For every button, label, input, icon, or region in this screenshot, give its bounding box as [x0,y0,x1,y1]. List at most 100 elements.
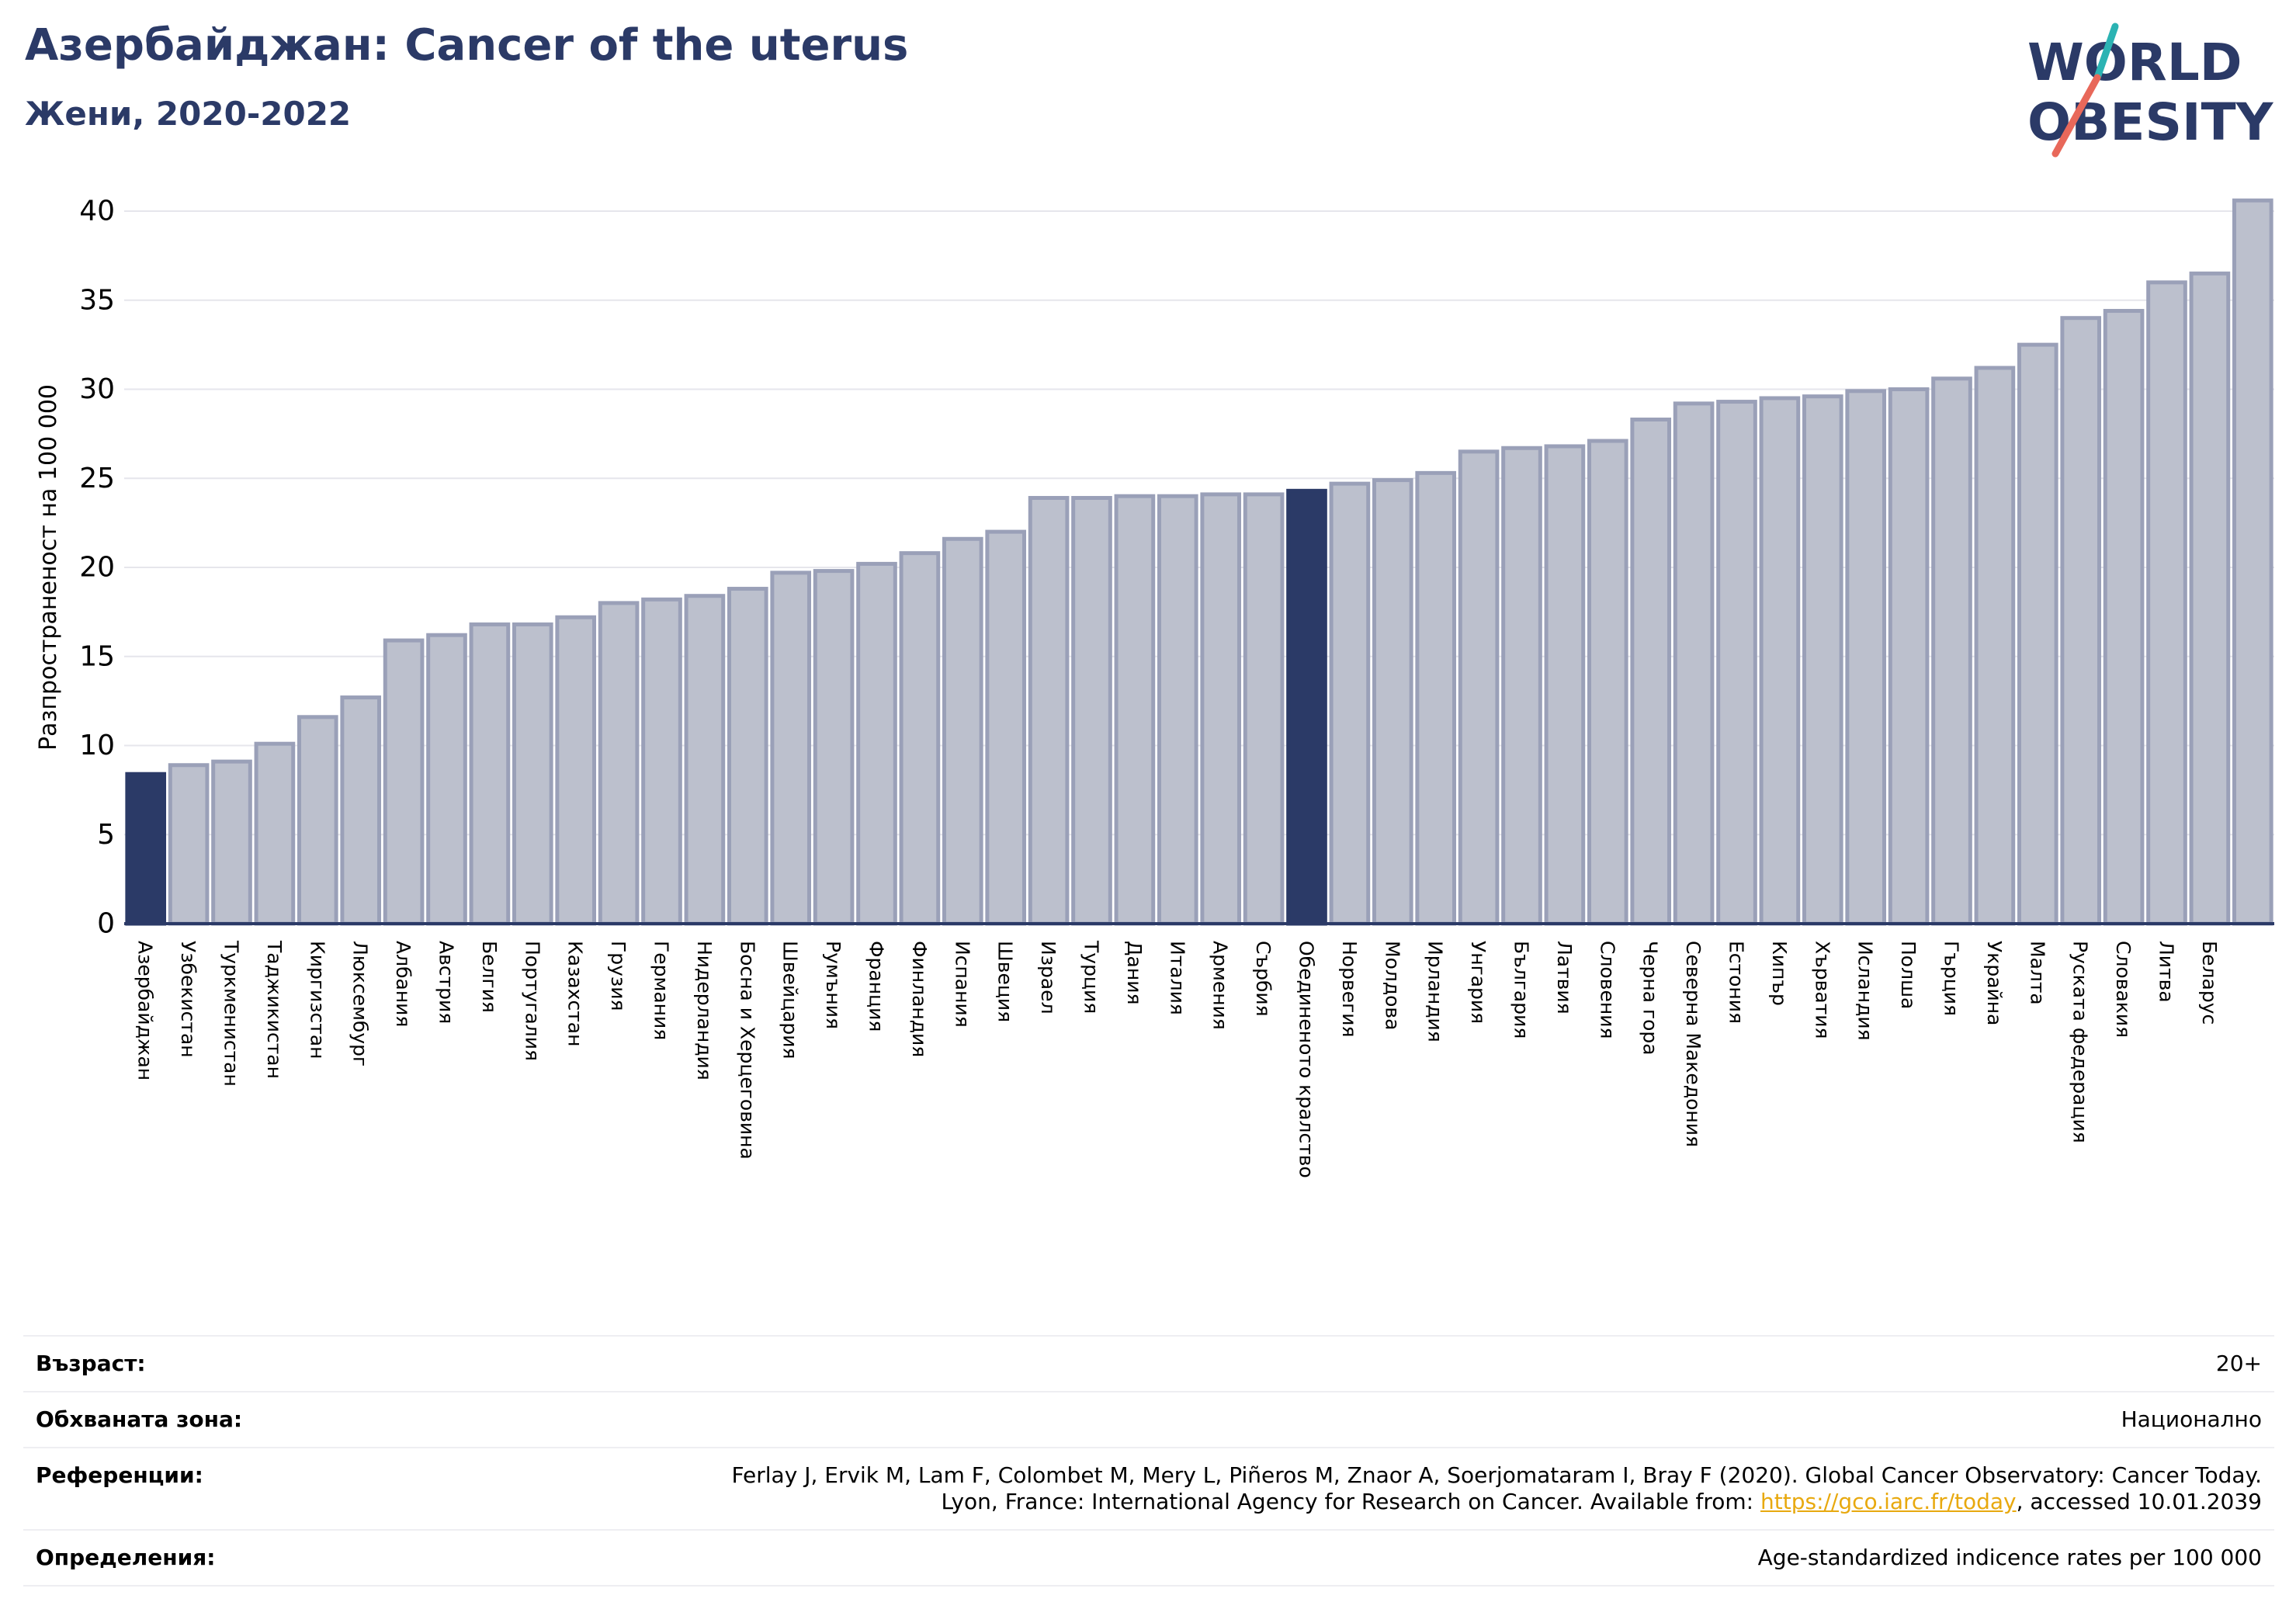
bar [2060,316,2102,926]
x-tick-label: Израел [1037,941,1060,1014]
x-tick-label: Азербайджан [134,941,157,1080]
x-tick-label: Исландия [1854,941,1877,1041]
x-tick-label: Португалия [521,941,543,1061]
definitions-label: Определения: [36,1545,216,1570]
bar [2146,280,2187,926]
x-tick-label: Люксембург [349,941,372,1066]
x-tick-label: Италия [1166,941,1188,1015]
x-tick-label: Франция [865,941,888,1032]
x-tick-label: Туркменистан [220,940,243,1087]
info-row-definitions: Определения: Age-standardized indicence … [23,1529,2274,1587]
x-tick-label: Турция [1080,940,1103,1014]
x-tick-label: Ирландия [1424,941,1447,1042]
bar [1673,401,1715,926]
bar [1759,396,1801,926]
x-tick-label: Беларус [2198,941,2221,1025]
bar [1716,400,1757,926]
x-tick-label: Германия [650,941,673,1040]
chart-bars [125,198,2273,926]
bar [1329,481,1371,926]
x-tick-label: Казахстан [564,941,587,1046]
bar [383,638,425,926]
bar [856,561,897,926]
logo-slash-teal [2093,23,2119,81]
bar [168,763,210,926]
bar [1028,495,1070,926]
x-tick-label: Белгия [478,941,501,1013]
x-tick-label: Узбекистан [177,941,199,1058]
bar [1931,376,1972,926]
age-label: Възраст: [36,1351,146,1376]
x-tick-label: Молдова [1381,941,1403,1030]
bar [1544,444,1586,926]
x-tick-label: Норвегия [1338,941,1361,1038]
y-axis-label: Разпространеност на 100 000 [35,384,62,751]
y-tick-label: 15 [79,640,115,672]
x-tick-label: Сърбия [1252,941,1275,1017]
x-tick-label: Швеция [994,941,1017,1022]
bar [899,551,941,926]
x-tick-label: Нидерландия [693,941,716,1080]
bar [1845,389,1887,926]
y-tick-label: 5 [97,819,115,851]
x-tick-label: България [1510,941,1533,1039]
bar [469,622,511,926]
bar [2189,271,2231,926]
x-tick-label: Таджикистан [263,940,286,1079]
bar [125,772,167,926]
logo-slash-red [2051,74,2101,158]
x-tick-label: Руската федерация [2069,941,2092,1143]
bar [340,695,382,926]
bar [2232,198,2273,926]
bar [1501,446,1542,926]
bar [555,615,597,926]
references-line2-end: , accessed 10.01.2039 [2016,1489,2262,1514]
x-axis-ticks: Азербайджан Узбекистан Туркменистан Таджики… [134,940,2221,1178]
x-tick-label: Грузия [607,941,629,1011]
page-title: Азербайджан: Cancer of the uterus [25,20,909,71]
bar [1286,488,1327,926]
world-obesity-logo: WORLD OBESITY [2027,23,2274,158]
bar [1458,449,1500,926]
bar [1157,494,1198,926]
bar [727,587,768,926]
references-link[interactable]: https://gco.iarc.fr/today [1760,1489,2017,1514]
y-tick-label: 30 [79,373,115,405]
bar [1114,494,1156,926]
x-tick-label: Армения [1209,941,1232,1030]
references-value: Ferlay J, Ervik M, Lam F, Colombet M, Me… [731,1462,2262,1515]
x-tick-label: Полша [1897,941,1920,1009]
x-tick-label: Албания [392,941,414,1027]
bar [1243,492,1285,926]
bar-chart: 0 5 10 15 20 25 30 35 40 Азербайджан Узбекистан Ту… [35,196,2274,1178]
x-tick-label: Латвия [1553,941,1576,1014]
references-line2-start: Lyon, France: International Agency for R… [941,1489,1760,1514]
logo-line2: OBESITY [2027,92,2274,152]
x-tick-label: Словения [1596,941,1618,1039]
x-tick-label: Унгария [1467,941,1490,1024]
x-tick-label: Хърватия [1811,941,1833,1039]
area-label: Обхваната зона: [36,1406,243,1432]
logo-line1: WORLD [2027,33,2242,92]
bar [512,622,553,926]
references-label: Референции: [36,1462,203,1488]
x-tick-label: Литва [2156,941,2178,1003]
x-tick-label: Киргизстан [306,941,328,1059]
bar [1974,366,2016,926]
references-line1: Ferlay J, Ervik M, Lam F, Colombet M, Me… [731,1462,2262,1488]
y-tick-label: 25 [79,463,115,494]
bar [684,594,726,926]
y-tick-label: 10 [79,730,115,761]
area-value: Национално [2121,1406,2262,1432]
bar [1415,470,1457,926]
x-tick-label: Украйна [1983,941,2006,1025]
info-row-area: Обхваната зона: Национално [23,1391,2274,1447]
bar [813,569,855,926]
x-tick-label: Малта [2026,941,2048,1005]
bar [942,536,983,926]
info-table: Възраст: 20+ Обхваната зона: Национално … [23,1335,2274,1587]
bar [598,601,640,926]
bar [211,759,252,926]
y-tick-label: 20 [79,552,115,584]
page-subtitle: Жени, 2020-2022 [25,95,352,133]
